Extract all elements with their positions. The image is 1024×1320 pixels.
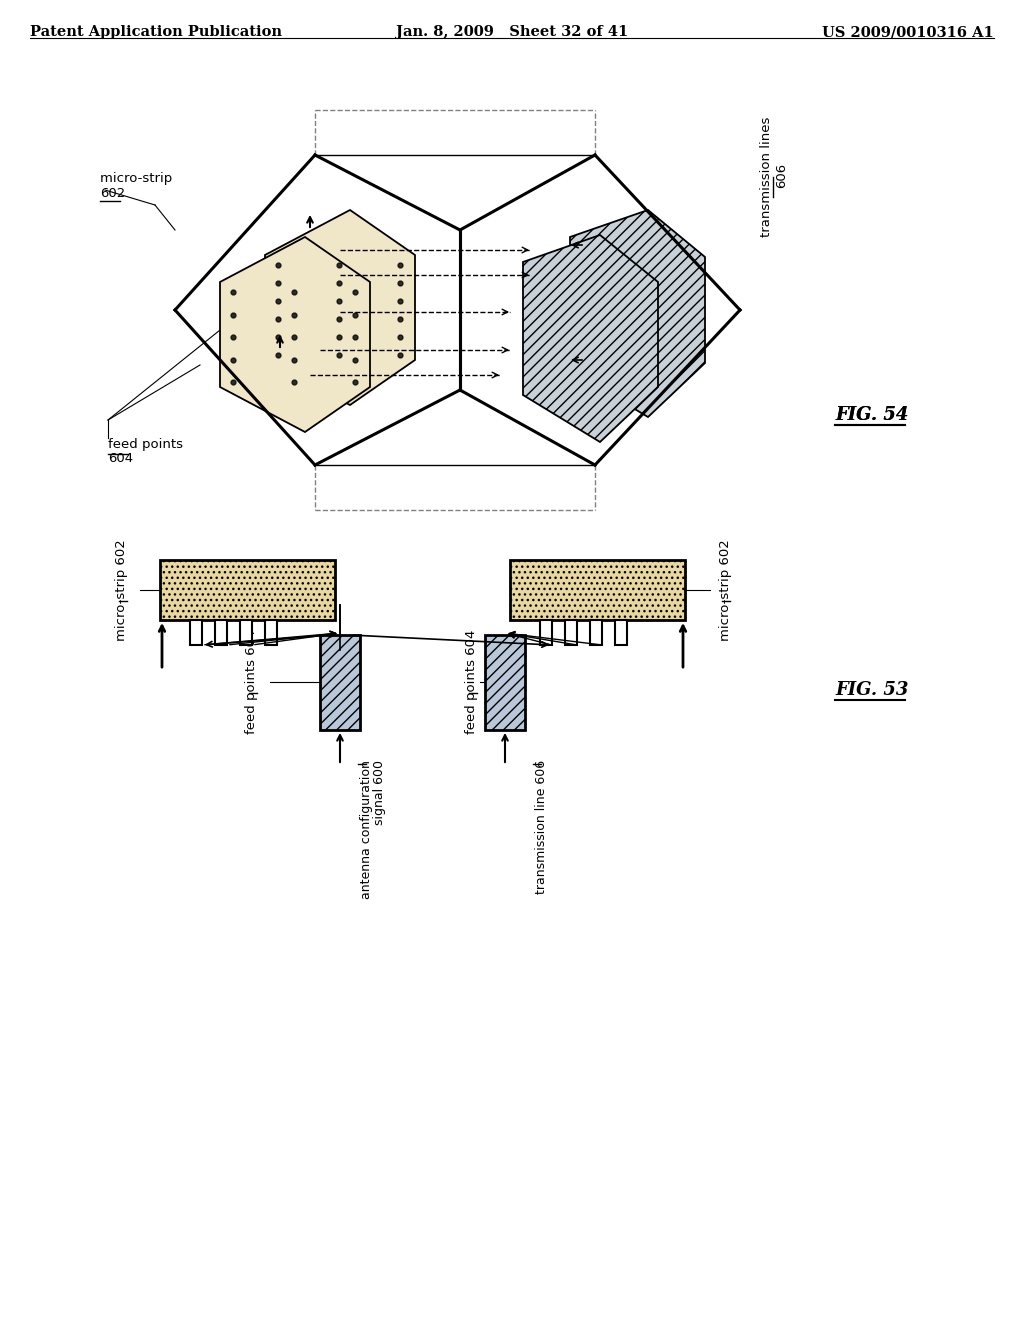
Text: feed points 604: feed points 604 bbox=[246, 630, 258, 734]
Bar bbox=[160, 560, 335, 620]
Bar bbox=[485, 635, 525, 730]
Text: micro-strip 602: micro-strip 602 bbox=[719, 539, 731, 642]
Bar bbox=[215, 620, 227, 645]
Text: 606: 606 bbox=[775, 162, 788, 187]
Bar bbox=[240, 620, 252, 645]
Text: feed points: feed points bbox=[108, 438, 187, 451]
Text: Patent Application Publication: Patent Application Publication bbox=[30, 25, 282, 40]
Text: FIG. 54: FIG. 54 bbox=[835, 407, 908, 424]
Bar bbox=[265, 620, 278, 645]
Text: 602: 602 bbox=[100, 187, 125, 201]
Bar bbox=[540, 620, 552, 645]
Text: transmission line 606: transmission line 606 bbox=[535, 760, 548, 894]
Bar bbox=[510, 560, 685, 620]
Bar bbox=[615, 620, 627, 645]
Text: 604: 604 bbox=[108, 451, 133, 465]
Text: transmission lines: transmission lines bbox=[760, 112, 773, 238]
Text: antenna configuration: antenna configuration bbox=[360, 760, 373, 899]
Bar bbox=[319, 635, 360, 730]
Polygon shape bbox=[265, 210, 415, 405]
Bar bbox=[190, 620, 202, 645]
Text: Jan. 8, 2009   Sheet 32 of 41: Jan. 8, 2009 Sheet 32 of 41 bbox=[396, 25, 628, 40]
Bar bbox=[590, 620, 602, 645]
Text: FIG. 54: FIG. 54 bbox=[835, 407, 908, 424]
Polygon shape bbox=[220, 238, 370, 432]
Text: US 2009/0010316 A1: US 2009/0010316 A1 bbox=[822, 25, 994, 40]
Text: feed points 604: feed points 604 bbox=[466, 630, 478, 734]
Text: signal 600: signal 600 bbox=[373, 760, 386, 825]
Text: FIG. 53: FIG. 53 bbox=[835, 681, 908, 700]
Text: micro-strip 602: micro-strip 602 bbox=[116, 539, 128, 642]
Polygon shape bbox=[570, 210, 705, 417]
Polygon shape bbox=[523, 235, 658, 442]
Text: micro-strip: micro-strip bbox=[100, 172, 176, 185]
Bar bbox=[565, 620, 577, 645]
